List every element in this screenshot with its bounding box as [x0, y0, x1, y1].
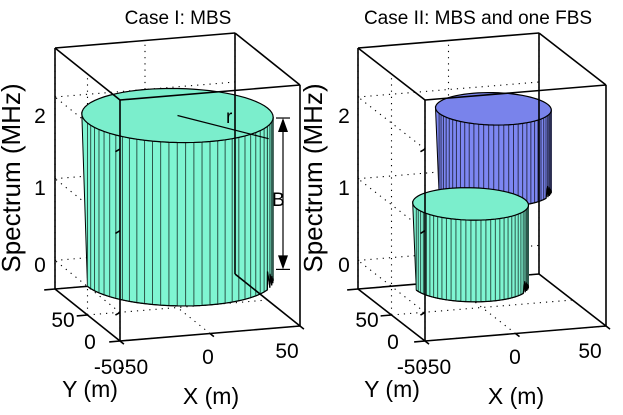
box-edge [119, 84, 301, 101]
gridline [54, 259, 121, 313]
y-axis-label: Y (m) [364, 376, 420, 402]
y-tick-mark [76, 314, 88, 317]
box-edge [234, 273, 301, 327]
y-tick-mark [44, 288, 56, 291]
cylinder-top [412, 187, 530, 221]
z-tick-mark [114, 230, 121, 235]
z-axis-label: Spectrum (MHz) [298, 83, 328, 272]
radius-label: r [226, 107, 233, 128]
z-tick-label: 2 [34, 105, 46, 128]
cylinder-bottom-edge [87, 271, 274, 307]
z-tick-label: 1 [338, 177, 350, 200]
panel-title: Case II: MBS and one FBS [364, 8, 592, 29]
height-label: B [272, 190, 285, 211]
y-tick-mark [380, 314, 392, 317]
z-tick-label: 0 [338, 254, 350, 277]
y-tick-mark [109, 340, 121, 343]
panel-case-1: Case I: MBS Spectrum (MHz) 2 1 0 50 0 -5… [0, 8, 305, 409]
z-tick-label: 1 [34, 177, 46, 200]
cylinder-mbs [412, 187, 530, 303]
y-tick-label: -50 [397, 356, 427, 379]
x-tick-label: 0 [202, 346, 214, 369]
panel-case-2: Case II: MBS and one FBS Spectrum (MHz) … [298, 8, 611, 409]
x-tick-mark [424, 340, 430, 345]
arrow-head-down [278, 255, 288, 270]
arrow-head-up [278, 118, 288, 133]
z-tick-mark [420, 230, 426, 235]
z-tick-mark [114, 148, 121, 153]
cylinder-bottom-edge [415, 281, 530, 303]
y-tick-label: 50 [355, 309, 378, 332]
y-tick-label: 0 [84, 331, 96, 354]
radius-line [177, 114, 269, 140]
y-tick-label: 0 [387, 331, 399, 354]
box-edge [357, 32, 540, 49]
gridline [54, 96, 121, 150]
x-tick-mark [605, 325, 611, 330]
box-edge [424, 84, 607, 101]
z-tick-label: 0 [34, 254, 46, 277]
z-tick-mark [114, 311, 121, 316]
x-tick-label: -50 [421, 356, 451, 379]
y-tick-label: -50 [94, 356, 124, 379]
z-tick-mark [420, 148, 426, 153]
z-axis-label: Spectrum (MHz) [0, 83, 26, 272]
z-tick-mark [420, 311, 426, 316]
box-edge [538, 273, 607, 327]
y-tick-label: 50 [51, 309, 74, 332]
gridline [54, 178, 121, 232]
cylinder-mbs [81, 87, 274, 307]
box-edge [357, 47, 426, 101]
box-edge [54, 47, 121, 101]
y-axis-label: Y (m) [62, 376, 118, 402]
x-axis-label: X (m) [488, 383, 544, 409]
panel-title: Case I: MBS [125, 8, 232, 29]
x-tick-mark [299, 325, 305, 330]
z-tick-label: 2 [338, 105, 350, 128]
box-edge [234, 32, 301, 86]
x-tick-mark [119, 340, 125, 345]
x-tick-mark [209, 332, 215, 338]
box-edge [538, 32, 607, 86]
x-tick-label: 50 [275, 340, 298, 363]
x-tick-mark [515, 332, 521, 338]
x-axis-label: X (m) [183, 383, 239, 409]
x-tick-label: 50 [578, 340, 601, 363]
y-tick-mark [414, 340, 426, 343]
x-tick-label: 0 [509, 346, 521, 369]
x-tick-label: -50 [118, 356, 148, 379]
box-edge [54, 32, 236, 49]
y-tick-mark [347, 288, 359, 291]
